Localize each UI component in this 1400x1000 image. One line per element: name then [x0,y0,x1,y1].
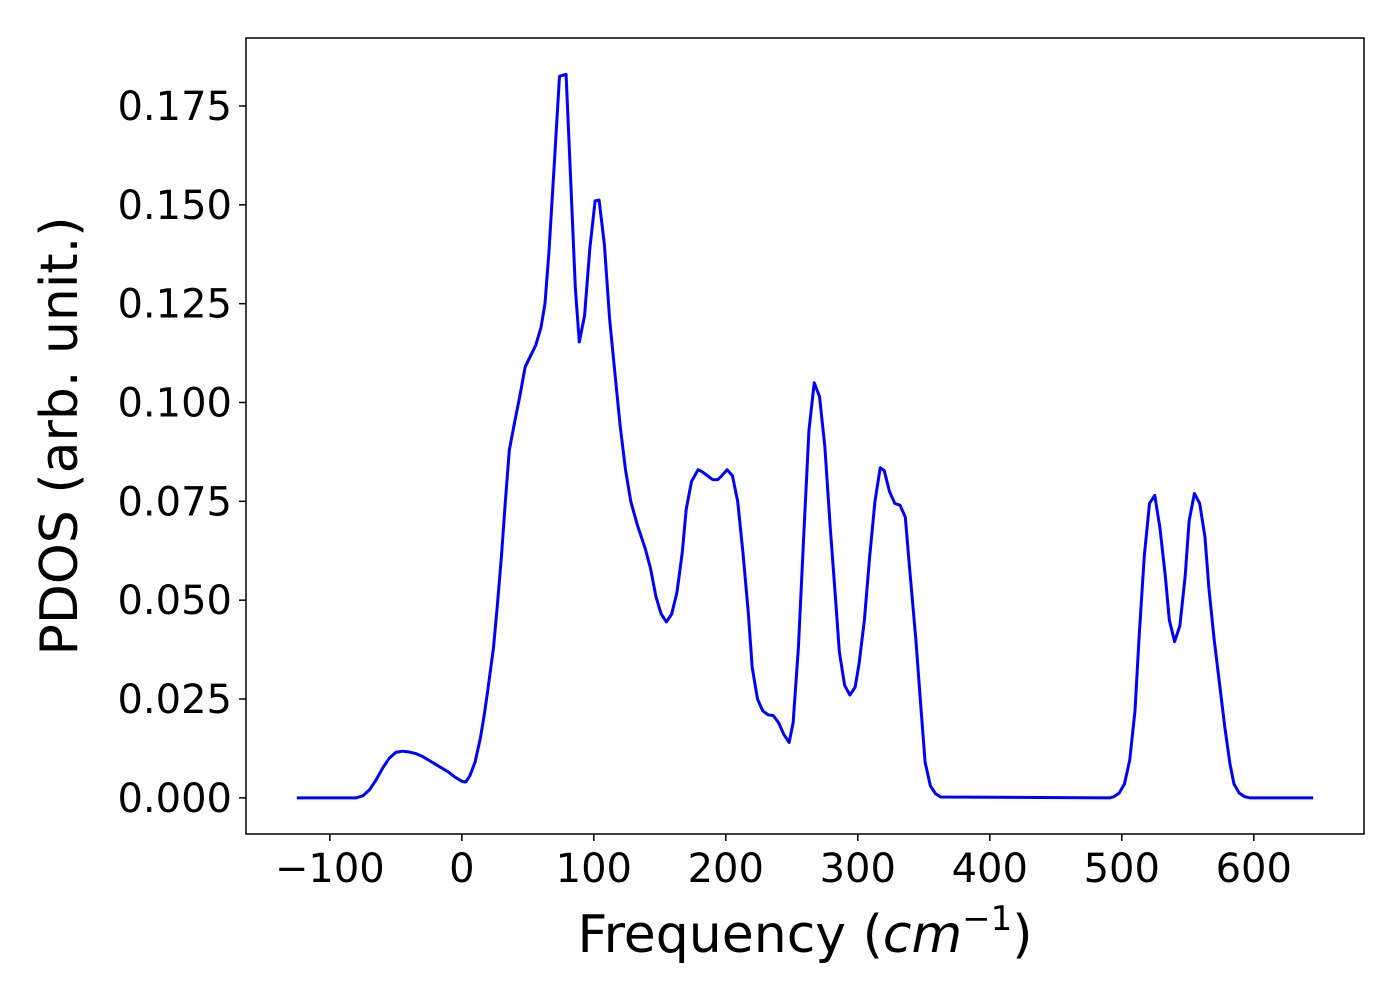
x-tick-label: −100 [275,846,385,892]
y-tick-label: 0.100 [117,380,232,426]
y-tick-label: 0.125 [117,282,232,328]
y-tick-label: 0.175 [117,84,232,130]
x-tick-label: 0 [449,846,474,892]
x-label-part: −1 [962,899,1012,939]
x-tick-label: 500 [1084,846,1160,892]
x-label-part: cm [883,905,962,965]
x-label-part: ) [1012,905,1032,965]
x-tick-label: 300 [820,846,896,892]
y-tick-label: 0.050 [117,578,232,624]
x-label-part: Frequency ( [577,905,882,965]
x-tick-label: 100 [556,846,632,892]
plot-frame [245,37,1365,835]
x-tick-label: 600 [1216,846,1292,892]
y-axis-label: PDOS (arb. unit.) [30,216,90,655]
y-tick-label: 0.150 [117,183,232,229]
data-line [296,72,1314,800]
x-tick-label: 200 [688,846,764,892]
y-tick-label: 0.075 [117,479,232,525]
x-tick-label: 400 [952,846,1028,892]
x-axis-label: Frequency (cm−1) [577,899,1032,965]
y-tick-label: 0.000 [117,776,232,822]
y-tick-label: 0.025 [117,677,232,723]
